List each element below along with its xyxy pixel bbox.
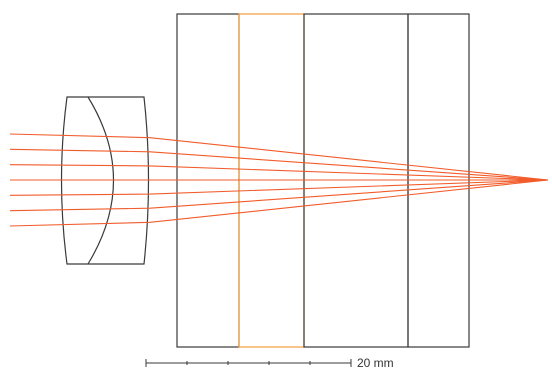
- ray-1: [9, 133, 549, 181]
- ray-2: [9, 148, 549, 181]
- ray-6: [9, 179, 549, 212]
- scale-ticks: [145, 359, 352, 367]
- ray-3: [9, 164, 549, 181]
- ray-7: [9, 179, 549, 227]
- scale-bar: 20 mm: [145, 356, 394, 370]
- scale-bar-label: 20 mm: [357, 356, 394, 370]
- ray-5: [9, 179, 549, 196]
- lens-outline: [60, 96, 150, 265]
- ray-fan: [9, 133, 549, 227]
